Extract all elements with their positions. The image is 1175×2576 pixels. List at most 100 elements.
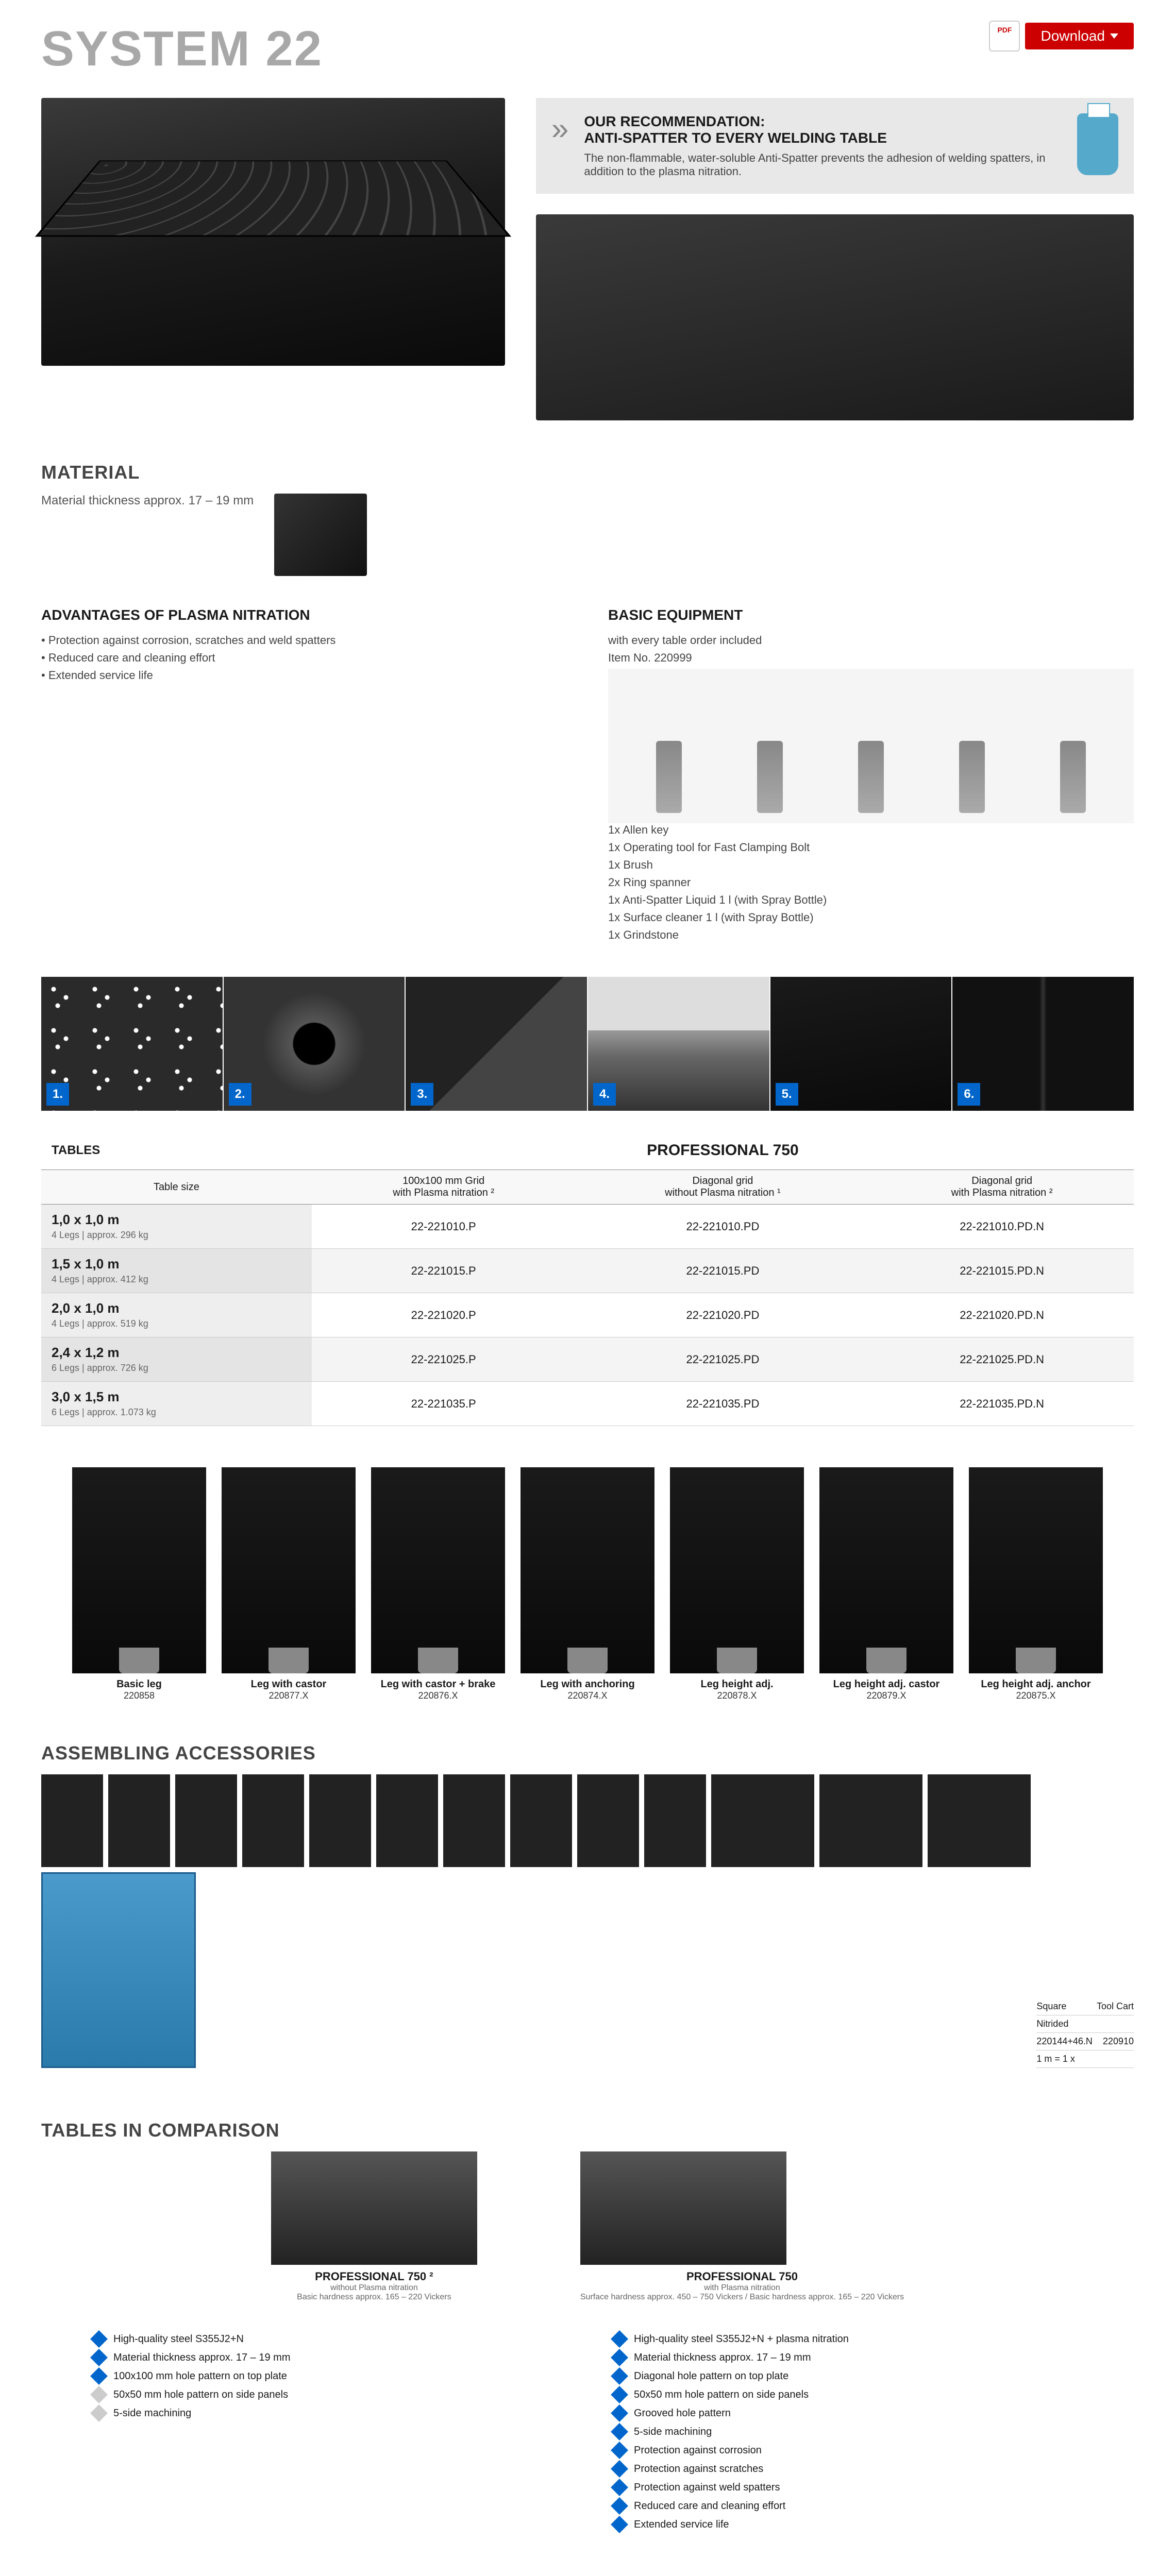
th-prof: PROFESSIONAL 750 [312, 1131, 1134, 1170]
thumb-4[interactable]: 4. [588, 977, 769, 1111]
bullet-icon [90, 2367, 108, 2385]
plasma-heading: ADVANTAGES OF PLASMA NITRATION [41, 607, 567, 623]
tool-cart-image [41, 1872, 196, 2068]
thumb-5[interactable]: 5. [770, 977, 952, 1111]
equipment-item: 1x Surface cleaner 1 l (with Spray Bottl… [608, 911, 1134, 924]
leg-item: Leg height adj.220878.X [670, 1467, 804, 1701]
accessory-item [928, 1774, 1031, 1867]
material-section: MATERIAL Material thickness approx. 17 –… [41, 462, 1134, 576]
bullet-icon [611, 2423, 628, 2441]
accessory-item [309, 1774, 371, 1867]
leg-item: Leg with castor220877.X [222, 1467, 356, 1701]
download-pill[interactable]: Download [1025, 23, 1134, 49]
equipment-item: 2x Ring spanner [608, 876, 1134, 889]
accessory-item [41, 1774, 103, 1867]
basic-equip-items: 1x Allen key1x Operating tool for Fast C… [608, 823, 1134, 942]
table-row: 2,4 x 1,2 m6 Legs | approx. 726 kg22-221… [41, 1337, 1134, 1382]
material-block-image [274, 494, 367, 576]
accessory-item [711, 1774, 814, 1867]
thumb-6[interactable]: 6. [952, 977, 1134, 1111]
th-size: Table size [41, 1170, 312, 1205]
leg-item: Basic leg220858 [72, 1467, 206, 1701]
compare-feature: 5-side machining [93, 2407, 562, 2419]
compare-feature: 50x50 mm hole pattern on side panels [613, 2388, 1082, 2401]
compare-img-left [271, 2151, 477, 2265]
compare-feature: Grooved hole pattern [613, 2407, 1082, 2419]
leg-image [371, 1467, 505, 1673]
hero-row: » OUR RECOMMENDATION: ANTI-SPATTER TO EV… [41, 98, 1134, 420]
th-tables: TABLES [41, 1131, 312, 1170]
accessory-item [510, 1774, 572, 1867]
compare-table-right: PROFESSIONAL 750 with Plasma nitration S… [580, 2151, 904, 2302]
compare-feature: 50x50 mm hole pattern on side panels [93, 2388, 562, 2401]
bullet-icon [611, 2349, 628, 2366]
table-row: 1,0 x 1,0 m4 Legs | approx. 296 kg22-221… [41, 1205, 1134, 1249]
tool-icon [858, 741, 884, 813]
accessory-item [577, 1774, 639, 1867]
material-text: Material thickness approx. 17 – 19 mm [41, 494, 254, 508]
plasma-line: • Protection against corrosion, scratche… [41, 634, 567, 647]
accessory-meta: SquareTool Cart Nitrided 220144+46.N2209… [1036, 1998, 1134, 2068]
equipment-row: ADVANTAGES OF PLASMA NITRATION • Protect… [41, 607, 1134, 946]
table-row: 2,0 x 1,0 m4 Legs | approx. 519 kg22-221… [41, 1293, 1134, 1337]
accessory-item [819, 1774, 922, 1867]
compare-heading: TABLES IN COMPARISON [41, 2120, 1134, 2141]
bullet-icon [611, 2404, 628, 2422]
secondary-table-image [536, 214, 1134, 420]
compare-section: TABLES IN COMPARISON PROFESSIONAL 750 ² … [41, 2120, 1134, 2576]
basic-equip-code: Item No. 220999 [608, 651, 1134, 665]
thumbnail-strip: 1. 2. 3. 4. 5. 6. [41, 977, 1134, 1111]
download-arrow-icon [1110, 33, 1118, 39]
compare-img-right [580, 2151, 786, 2265]
bullet-icon [611, 2516, 628, 2533]
thumb-2[interactable]: 2. [224, 977, 405, 1111]
plasma-lines: • Protection against corrosion, scratche… [41, 634, 567, 682]
spray-bottle-icon [1077, 113, 1118, 175]
compare-feature: Material thickness approx. 17 – 19 mm [613, 2351, 1082, 2364]
basic-equip-heading: BASIC EQUIPMENT [608, 607, 1134, 623]
compare-feature: High-quality steel S355J2+N + plasma nit… [613, 2333, 1082, 2345]
bullet-icon [611, 2330, 628, 2348]
main-table-image [41, 98, 505, 366]
compare-features-right: High-quality steel S355J2+N + plasma nit… [613, 2333, 1082, 2537]
thumb-3[interactable]: 3. [406, 977, 587, 1111]
accessories-row: SquareTool Cart Nitrided 220144+46.N2209… [41, 1774, 1134, 2068]
bullet-icon [90, 2330, 108, 2348]
leg-item: Leg height adj. castor220879.X [819, 1467, 953, 1701]
equipment-item: 1x Grindstone [608, 928, 1134, 942]
equipment-item: 1x Anti-Spatter Liquid 1 l (with Spray B… [608, 893, 1134, 907]
table-body: 1,0 x 1,0 m4 Legs | approx. 296 kg22-221… [41, 1205, 1134, 1426]
table-row: 3,0 x 1,5 m6 Legs | approx. 1.073 kg22-2… [41, 1382, 1134, 1426]
bullet-icon [90, 2386, 108, 2403]
download-label: Download [1040, 28, 1105, 44]
equipment-item: 1x Operating tool for Fast Clamping Bolt [608, 841, 1134, 854]
bullet-icon [611, 2460, 628, 2478]
recommendation-box: » OUR RECOMMENDATION: ANTI-SPATTER TO EV… [536, 98, 1134, 194]
compare-feature: Reduced care and cleaning effort [613, 2500, 1082, 2512]
material-heading: MATERIAL [41, 462, 1134, 483]
equipment-item: 1x Brush [608, 858, 1134, 872]
leg-image [72, 1467, 206, 1673]
leg-image [969, 1467, 1103, 1673]
compare-feature: Material thickness approx. 17 – 19 mm [93, 2351, 562, 2364]
recommend-title: OUR RECOMMENDATION: ANTI-SPATTER TO EVER… [584, 113, 1062, 146]
accessory-item [108, 1774, 170, 1867]
bullet-icon [611, 2386, 628, 2403]
leg-item: Leg height adj. anchor220875.X [969, 1467, 1103, 1701]
tool-icon [959, 741, 985, 813]
page-title: SYSTEM 22 [41, 21, 323, 77]
thumb-1[interactable]: 1. [41, 977, 223, 1111]
accessory-item [443, 1774, 505, 1867]
compare-feature: Protection against scratches [613, 2463, 1082, 2475]
legs-row: Basic leg220858Leg with castor220877.X Le… [41, 1467, 1134, 1701]
chevrons-icon: » [551, 113, 568, 178]
compare-feature: High-quality steel S355J2+N [93, 2333, 562, 2345]
leg-image [521, 1467, 654, 1673]
compare-feature: Protection against weld spatters [613, 2481, 1082, 2494]
download-button[interactable]: Download [989, 21, 1134, 52]
plasma-line: • Reduced care and cleaning effort [41, 651, 567, 665]
th-col3: Diagonal gridwith Plasma nitration ² [870, 1170, 1134, 1205]
compare-feature: Extended service life [613, 2518, 1082, 2531]
bullet-icon [90, 2404, 108, 2422]
leg-item: Leg with anchoring220874.X [521, 1467, 654, 1701]
